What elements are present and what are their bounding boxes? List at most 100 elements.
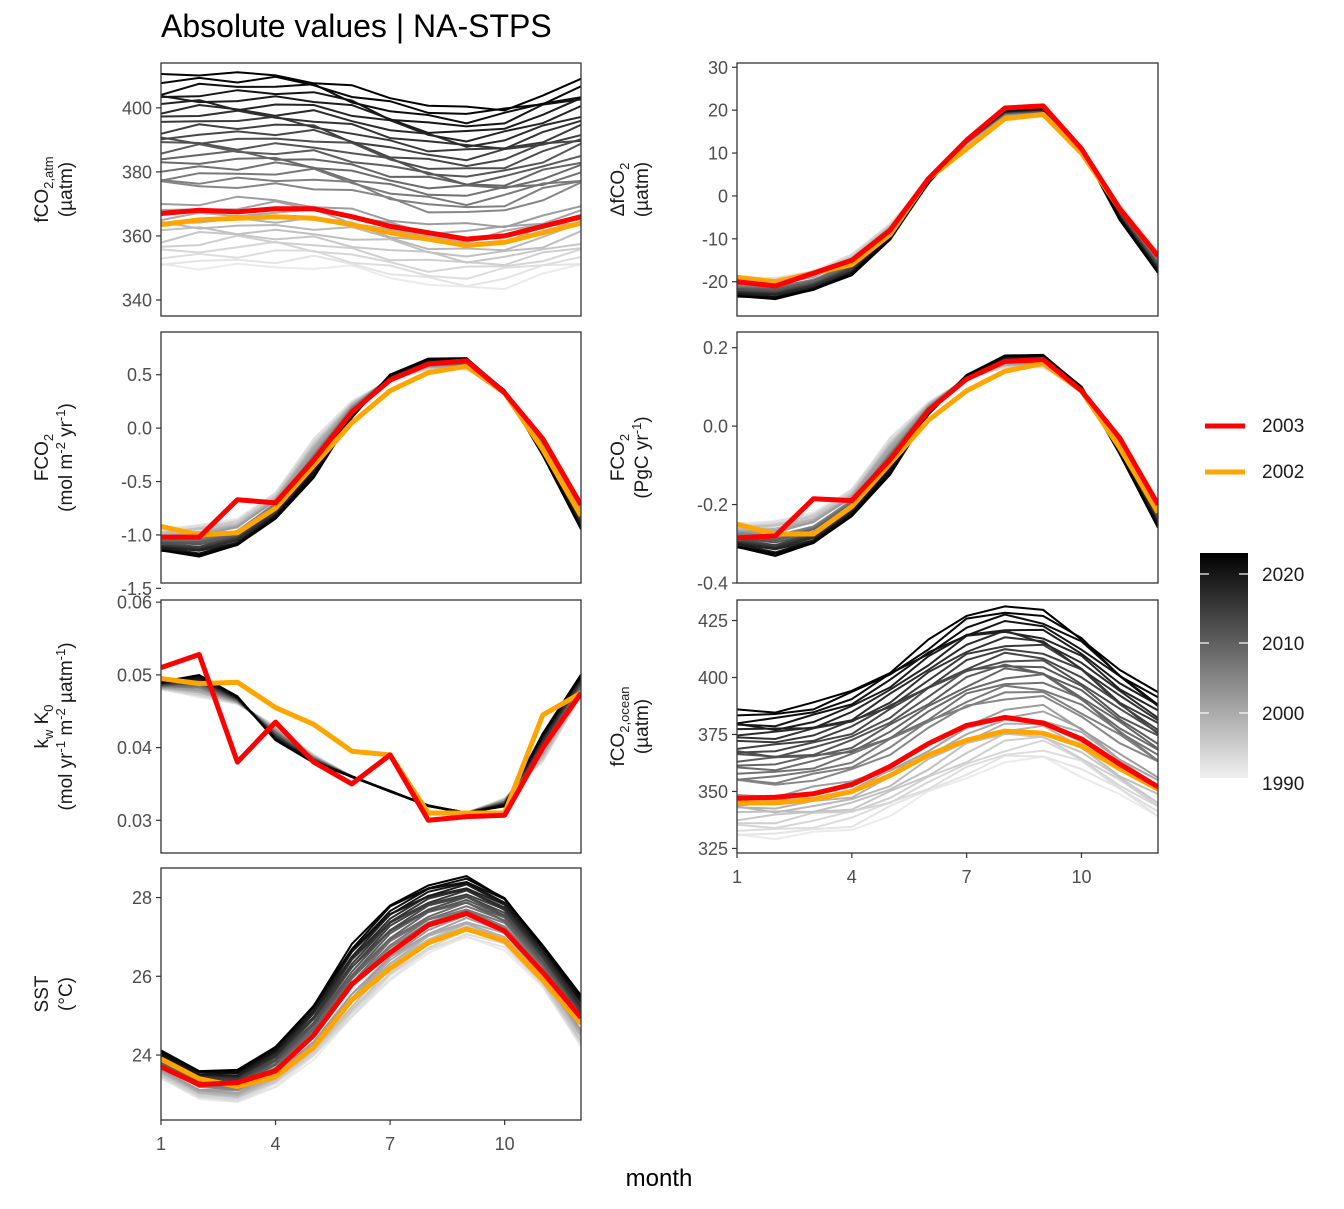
y-tick-label: 425 [698, 611, 728, 631]
series-line-2019 [737, 628, 1158, 732]
panel-border [160, 599, 582, 854]
y-tick-label: 375 [698, 725, 728, 745]
panel-fco2flux_pgc: -0.4 -0.2 0.0 0.2 FCO2​(PgC yr-1​) [608, 331, 1159, 594]
y-tick-label: 26 [132, 967, 152, 987]
y-tick-label: -20 [702, 272, 728, 292]
series-line-2002 [737, 728, 1158, 806]
series-line-2018 [737, 630, 1158, 731]
colorbar-tick-2020: 2020 [1200, 565, 1304, 586]
panels: 340 360 380 400 fCO2,atm​(µatm) -20 -10 0 10 20 30… [32, 58, 1159, 1154]
series-line-2010 [737, 663, 1158, 763]
series-line-2005 [161, 176, 581, 209]
colorbar-tick-2010: 2010 [1200, 634, 1304, 655]
panel-sst: 24 26 28 SST (°C) 1 4 7 10 [32, 867, 582, 1154]
series-line-2020 [737, 619, 1158, 728]
series-line-1993 [161, 240, 581, 273]
series-line-2011 [161, 141, 581, 178]
series-line-2016 [737, 636, 1158, 741]
x-tick-label: 1 [156, 1134, 166, 1154]
y-tick-label: -1.0 [121, 525, 152, 545]
series-lines [161, 71, 581, 291]
series-lines [161, 357, 581, 558]
series-line-2021 [737, 613, 1158, 725]
y-axis-label: fCO2,ocean​(µatm) [608, 686, 653, 766]
legend-label-2002: 2002 [1262, 462, 1304, 483]
x-tick-label: 10 [495, 1134, 515, 1154]
series-line-2019 [161, 95, 581, 134]
colorbar-label-1990: 1990 [1262, 774, 1304, 795]
y-tick-label: 0 [718, 186, 728, 206]
colorbar-tick-1990: 1990 [1262, 774, 1304, 795]
series-line-2023 [161, 875, 581, 1073]
panel-kwk0: 0.03 0.04 0.05 0.06 kw​ K0​(mol yr-1​ m-2​ µ… [32, 593, 582, 854]
y-tick-label: 20 [708, 101, 728, 121]
legend-item-2002: 2002 [1205, 462, 1304, 483]
legend-label-2003: 2003 [1262, 416, 1304, 437]
series-line-2011 [737, 665, 1158, 758]
y-axis-label: SST (°C) [32, 975, 77, 1012]
series-line-2001 [161, 195, 581, 229]
colorbar: 2020 2010 2000 1990 [1200, 553, 1304, 795]
series-line-2023 [161, 71, 581, 112]
chart-title: Absolute values | NA-STPS [161, 8, 552, 44]
colorbar-label-2000: 2000 [1262, 704, 1304, 725]
series-line-2005 [737, 690, 1158, 785]
series-line-2014 [161, 123, 581, 162]
x-tick-label: 1 [732, 867, 742, 887]
series-line-2004 [737, 694, 1158, 786]
y-axis-label: fCO2,atm​(µatm) [32, 156, 77, 222]
y-tick-label: 0.06 [117, 593, 152, 613]
y-tick-label: 24 [132, 1046, 152, 1066]
series-line-2008 [737, 673, 1158, 772]
series-line-2003 [161, 206, 581, 242]
series-line-1992 [737, 749, 1158, 832]
x-tick-label: 7 [962, 867, 972, 887]
series-lines [737, 103, 1158, 301]
x-tick-label: 10 [1071, 867, 1091, 887]
series-line-1997 [161, 220, 581, 252]
panel-border [736, 599, 1159, 854]
series-line-1994 [737, 735, 1158, 825]
panel-fco2atm: 340 360 380 400 fCO2,atm​(µatm) [32, 62, 582, 317]
y-tick-label: 360 [122, 226, 152, 246]
series-line-1996 [161, 226, 581, 258]
series-line-2012 [161, 136, 581, 170]
series-line-2020 [161, 89, 581, 128]
series-line-2008 [161, 156, 581, 190]
y-axis-label: FCO2​(mol m-2​ yr-1​) [32, 403, 77, 512]
panel-fco2flux_mol: -1.5 -1.0 -0.5 0.0 0.5 FCO2​(mol m-2​ yr-1​) [32, 331, 582, 599]
y-tick-label: 0.05 [117, 665, 152, 685]
legend: 2003 2002 2020 2010 2000 [1200, 416, 1304, 795]
panel-dfco2: -20 -10 0 10 20 30 ΔfCO2​(µatm) [608, 58, 1159, 317]
panel-border [160, 867, 582, 1121]
x-tick-label: 4 [847, 867, 857, 887]
y-axis-label: ΔfCO2​(µatm) [608, 162, 653, 217]
series-line-2003 [737, 357, 1158, 541]
series-line-2021 [161, 82, 581, 125]
legend-item-2003: 2003 [1205, 416, 1304, 437]
colorbar-tick-2000: 2000 [1200, 704, 1304, 725]
y-tick-label: -10 [702, 229, 728, 249]
y-tick-label: -1.5 [121, 579, 152, 599]
y-tick-label: 400 [122, 98, 152, 118]
series-line-2003 [161, 910, 581, 1088]
y-axis-label: kw​ K0​(mol yr-1​ m-2​ µatm-1​) [32, 642, 77, 810]
colorbar-label-2010: 2010 [1262, 634, 1304, 655]
y-tick-label: -0.2 [697, 495, 728, 515]
series-line-1992 [161, 249, 581, 280]
series-line-1993 [737, 739, 1158, 830]
y-tick-label: 0.0 [127, 419, 152, 439]
y-tick-label: -0.5 [121, 472, 152, 492]
panel-border [160, 331, 582, 584]
panel-border [736, 331, 1159, 584]
y-tick-label: 0.04 [117, 738, 152, 758]
y-axis-label: FCO2​(PgC yr-1​) [608, 416, 653, 498]
series-lines [161, 875, 581, 1104]
series-line-2012 [737, 659, 1158, 759]
y-tick-label: 0.03 [117, 811, 152, 831]
series-line-2006 [161, 167, 581, 207]
series-lines [161, 652, 581, 823]
series-line-2004 [161, 180, 581, 214]
panel-border [160, 62, 582, 317]
y-tick-label: 10 [708, 144, 728, 164]
